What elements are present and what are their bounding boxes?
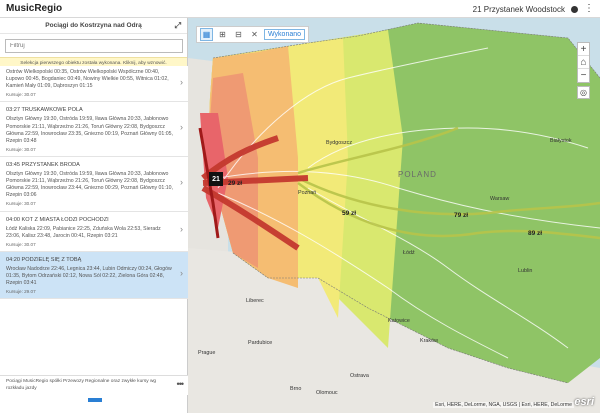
more-options-icon[interactable]: •••	[176, 379, 185, 389]
band-salmon	[208, 73, 258, 268]
item-title: 04:20 PODZIELĘ SIĘ Z TOBĄ	[6, 256, 82, 263]
price-label: 79 zł	[454, 212, 469, 219]
place-label: Warsaw	[490, 196, 510, 202]
list-item[interactable]: 03:45 PRZYSTANEK BRODA Olsztyn Główny 19…	[0, 156, 188, 212]
zoom-control: + ⌂ −	[577, 42, 590, 83]
place-label: Olomouc	[316, 390, 338, 396]
zoom-in-button[interactable]: +	[578, 43, 589, 56]
map-view[interactable]: POLAND Bydgoszcz Poznań Białystok Warsaw…	[188, 18, 600, 413]
done-button[interactable]: Wykonano	[264, 29, 306, 40]
select-remove-icon[interactable]: ⊟	[235, 30, 242, 39]
status-dot-icon[interactable]	[571, 5, 578, 13]
filter-input[interactable]	[5, 39, 183, 53]
item-price: Kursuje: 30.07	[6, 201, 36, 207]
price-label: 59 zł	[342, 210, 357, 217]
route-bundle-east	[297, 126, 600, 240]
place-label: Liberec	[246, 298, 264, 304]
list-item[interactable]: 03:27 TRUSKAWKOWE POLA Olsztyn Główny 19…	[0, 102, 188, 157]
chevron-right-icon: ›	[180, 76, 183, 87]
home-button[interactable]: ⌂	[578, 56, 589, 69]
select-rectangle-icon[interactable]: ▦	[200, 28, 213, 41]
zoom-out-button[interactable]: −	[580, 70, 587, 81]
item-desc: Wrocław Nadodrze 22:46, Legnica 23:44, L…	[6, 265, 172, 287]
list-item[interactable]: Ostrów Wielkopolski 00:35, Ostrów Wielko…	[0, 66, 188, 103]
south-land	[188, 248, 600, 413]
price-label: 29 zł	[228, 180, 243, 187]
item-desc: Olsztyn Główny 19:30, Ostróda 19:59, Iła…	[6, 116, 173, 144]
place-label: Białystok	[550, 138, 572, 144]
country-label: POLAND	[398, 170, 437, 179]
esri-logo: esri	[574, 396, 594, 408]
panel-title: Pociągi do Kostrzyna nad Odrą	[45, 22, 142, 29]
more-menu-icon[interactable]: ⋮	[584, 3, 594, 14]
place-label: Prague	[198, 350, 216, 356]
border-south	[232, 252, 569, 384]
list-item[interactable]: 04:00 KOT Z MIASTA ŁODZI POCHODZI Łódź K…	[0, 211, 188, 252]
place-label: Ostrava	[350, 373, 369, 379]
chevron-right-icon: ›	[180, 224, 183, 235]
list-item-selected[interactable]: 04:20 PODZIELĘ SIĘ Z TOBĄ Wrocław Nadodr…	[0, 251, 188, 300]
price-label: 89 zł	[528, 230, 543, 237]
select-add-icon[interactable]: ⊞	[219, 30, 226, 39]
item-title: 04:00 KOT Z MIASTA ŁODZI POCHODZI	[6, 216, 109, 223]
item-price: Kursuje: 30.07	[6, 92, 36, 98]
map-attribution: Esri, HERE, DeLorme, NGA, USGS | Esri, H…	[433, 402, 574, 408]
top-bar: MusicRegio 21 Przystanek Woodstock ⋮	[0, 0, 600, 18]
item-desc: Olsztyn Główny 19:30, Ostróda 19:59, Iła…	[6, 171, 173, 199]
chevron-right-icon: ›	[180, 176, 183, 187]
chevron-right-icon: ›	[180, 268, 183, 279]
expand-icon[interactable]: ⤢	[174, 21, 181, 30]
place-label: Kraków	[420, 338, 438, 344]
place-label: Bydgoszcz	[326, 140, 353, 146]
item-price: Kursuje: 29.07	[6, 289, 36, 295]
selection-label: 21 Przystanek Woodstock	[472, 4, 565, 14]
route-core	[198, 127, 220, 239]
item-price: Kursuje: 30.07	[6, 241, 36, 247]
place-label: Brno	[290, 386, 302, 392]
train-list: Ostrów Wielkopolski 00:35, Ostrów Wielko…	[0, 66, 188, 375]
place-label: Lublin	[518, 268, 533, 274]
clear-selection-icon[interactable]: ✕	[251, 30, 258, 39]
app-title: MusicRegio	[6, 3, 63, 14]
chevron-right-icon: ›	[180, 122, 183, 133]
place-label: Łódź	[403, 250, 415, 256]
item-title: 03:27 TRUSKAWKOWE POLA	[6, 107, 83, 114]
selection-toolbar: ▦ ⊞ ⊟ ✕ Wykonano	[196, 26, 310, 43]
border-north	[212, 22, 600, 79]
locate-icon[interactable]: ◎	[577, 86, 590, 99]
panel-header: Pociągi do Kostrzyna nad Odrą ⤢	[0, 18, 187, 34]
item-title: 03:45 PRZYSTANEK BRODA	[6, 161, 80, 168]
selected-stop-marker[interactable]: 21	[209, 172, 223, 186]
place-label: Pardubice	[248, 340, 273, 346]
item-price: Kursuje: 30.07	[6, 146, 36, 152]
item-desc: Łódź Kaliska 22:09, Pabianice 22:25, Zdu…	[6, 225, 161, 239]
place-label: Katowice	[388, 318, 410, 324]
rail-lines	[217, 47, 600, 359]
panel-footer: Pociągi MusicRegio spółki Przewozy Regio…	[0, 375, 188, 395]
footer-note: Pociągi MusicRegio spółki Przewozy Regio…	[6, 379, 157, 391]
place-label: Poznań	[298, 190, 317, 196]
header-right: 21 Przystanek Woodstock ⋮	[473, 0, 594, 18]
map-canvas	[188, 18, 600, 413]
item-desc: Ostrów Wielkopolski 00:35, Ostrów Wielko…	[6, 69, 169, 90]
panel-tab-indicator[interactable]	[88, 398, 102, 402]
